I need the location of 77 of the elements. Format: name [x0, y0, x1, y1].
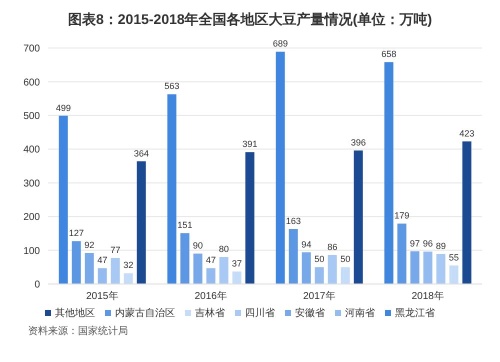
bar — [193, 254, 202, 284]
bar — [180, 233, 190, 284]
y-tick-label: 600 — [23, 77, 40, 88]
bar — [72, 241, 81, 284]
data-label: 96 — [422, 238, 433, 249]
data-label: 37 — [232, 258, 242, 269]
bar — [110, 258, 120, 284]
data-label: 92 — [84, 240, 94, 250]
data-label: 499 — [56, 102, 71, 113]
bar — [397, 224, 406, 284]
bar — [58, 116, 68, 284]
x-tick-label: 2018年 — [412, 290, 444, 302]
bar — [340, 267, 350, 284]
data-label: 689 — [272, 38, 288, 49]
bar — [276, 52, 285, 284]
data-label: 127 — [68, 228, 84, 238]
data-label: 55 — [448, 252, 459, 262]
data-label: 179 — [394, 210, 410, 221]
bar — [98, 268, 107, 284]
x-tick-label: 2015年 — [86, 290, 118, 302]
bar — [328, 255, 337, 284]
data-label: 50 — [314, 254, 324, 264]
y-tick-label: 500 — [23, 110, 40, 122]
bar — [462, 141, 472, 284]
bar — [410, 251, 420, 284]
x-tick-label: 2017年 — [303, 290, 336, 302]
data-label: 163 — [286, 216, 301, 226]
y-tick-label: 700 — [23, 44, 40, 55]
legend-label: 其他地区 — [55, 308, 95, 319]
bar — [232, 272, 242, 284]
bar — [423, 252, 432, 284]
y-tick-label: 0 — [34, 280, 40, 291]
data-label: 47 — [206, 255, 216, 266]
legend-label: 内蒙古自治区 — [115, 308, 175, 319]
legend-label: 吉林省 — [195, 308, 225, 319]
bar — [449, 265, 458, 284]
bar — [288, 229, 298, 284]
data-label: 364 — [134, 148, 149, 158]
data-label: 77 — [110, 245, 120, 256]
data-label: 47 — [97, 255, 108, 266]
bar — [219, 257, 228, 284]
data-label: 50 — [340, 254, 350, 264]
data-label: 658 — [381, 49, 396, 60]
data-label: 32 — [123, 260, 134, 270]
y-tick-label: 200 — [23, 212, 40, 224]
y-tick-label: 100 — [23, 246, 40, 257]
bar — [84, 252, 94, 284]
data-label: 94 — [301, 239, 312, 250]
bar — [124, 273, 133, 284]
bar — [136, 161, 146, 284]
legend-label: 四川省 — [245, 308, 275, 319]
bar — [314, 267, 324, 284]
legend-label: 黑龙江省 — [395, 308, 435, 319]
data-label: 396 — [350, 137, 366, 148]
legend-label: 安徽省 — [295, 308, 325, 319]
chart-title: 图表8：2015-2018年全国各地区大豆产量情况(单位：万吨) — [66, 10, 434, 29]
bar — [384, 62, 394, 284]
bar — [302, 252, 311, 284]
data-label: 391 — [242, 139, 258, 150]
bar — [354, 150, 363, 284]
data-label: 90 — [192, 240, 203, 251]
data-label: 80 — [218, 244, 229, 254]
data-label: 151 — [177, 220, 192, 230]
bar — [436, 254, 446, 284]
bar — [167, 94, 176, 284]
y-tick-label: 400 — [23, 144, 40, 156]
x-tick-label: 2016年 — [194, 290, 227, 302]
legend-label: 河南省 — [345, 308, 375, 319]
bar — [245, 152, 254, 284]
data-label: 86 — [327, 242, 338, 252]
data-label: 423 — [459, 128, 474, 138]
text: 资料来源：国家统计局 — [28, 324, 129, 338]
y-tick-label: 300 — [23, 178, 40, 190]
data-label: 89 — [436, 240, 446, 251]
data-label: 97 — [410, 238, 420, 248]
bar — [206, 268, 216, 284]
data-label: 563 — [164, 81, 180, 92]
